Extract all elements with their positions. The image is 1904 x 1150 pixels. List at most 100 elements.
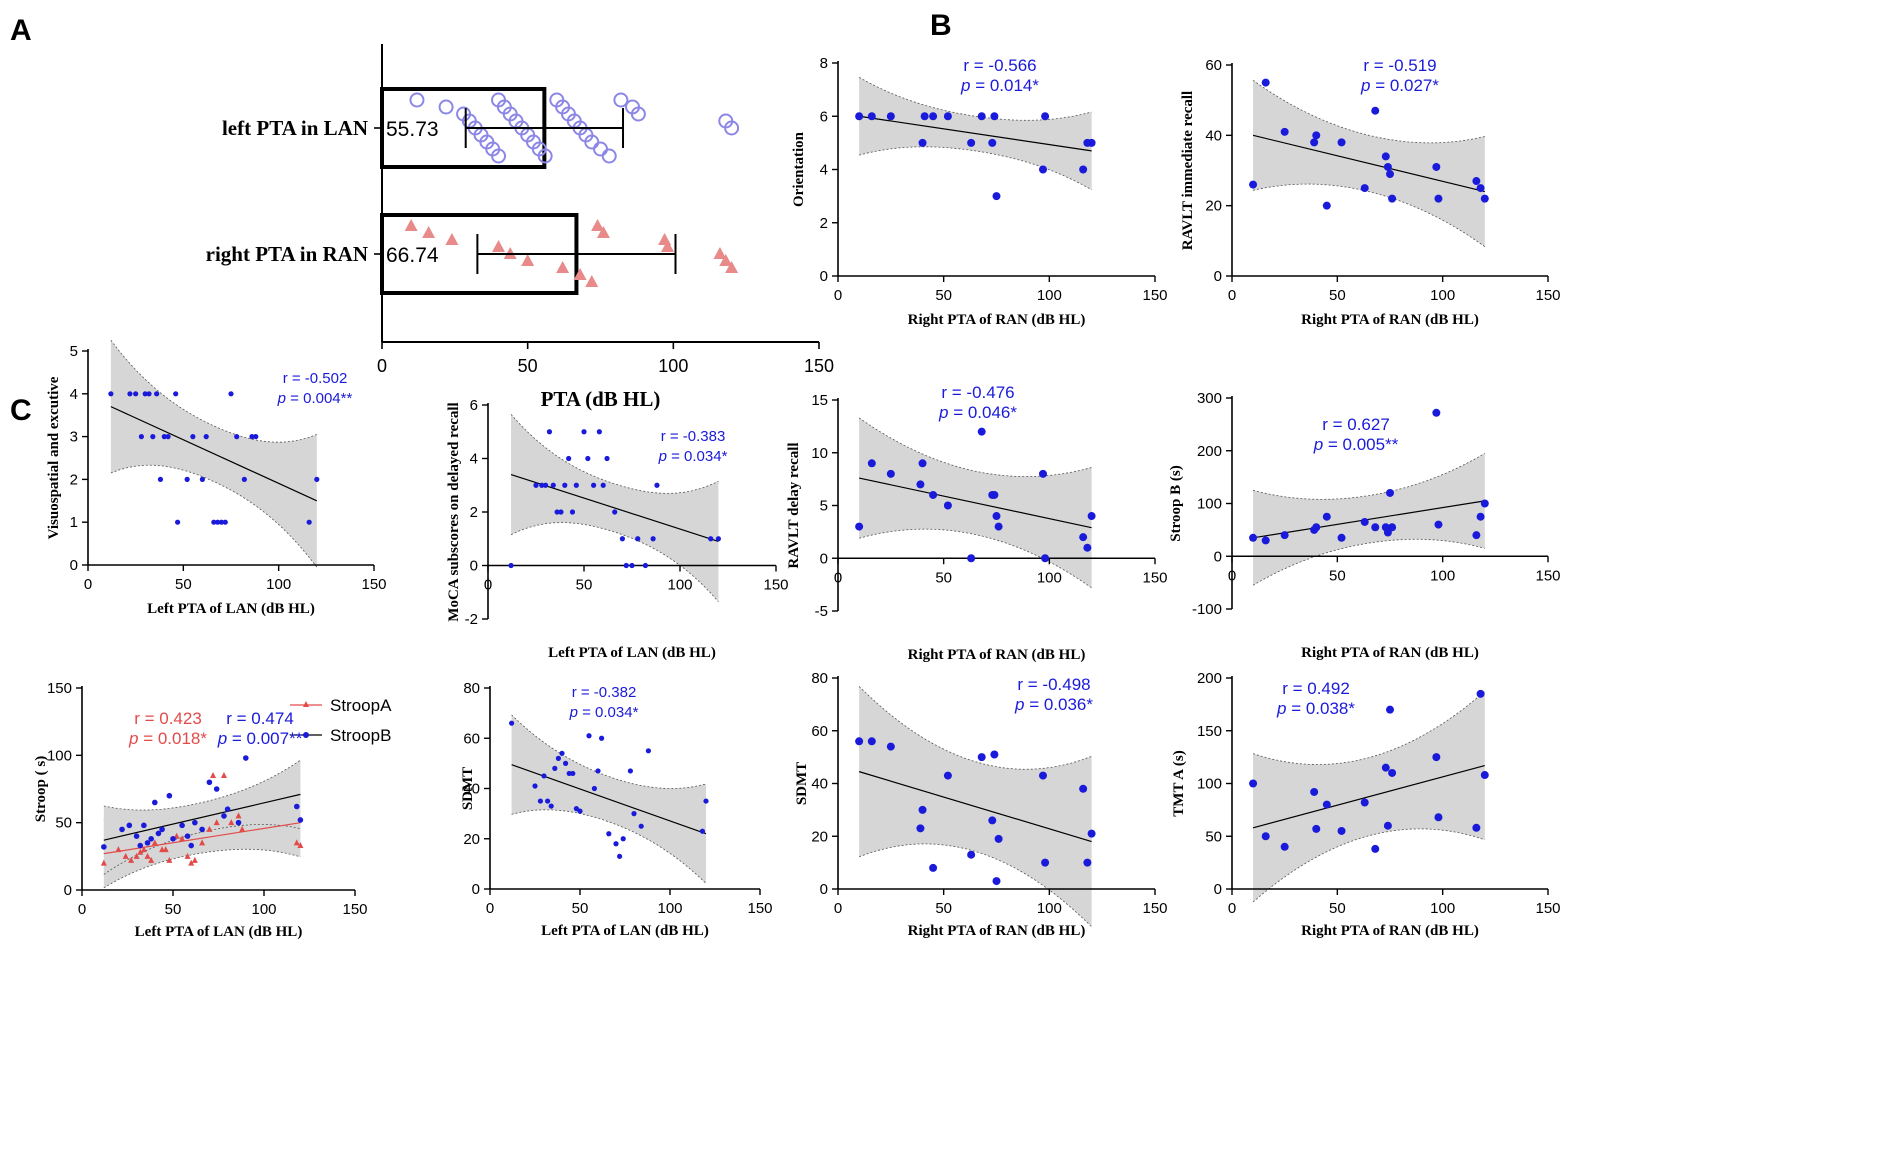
- data-point: [552, 765, 558, 772]
- band-lower-edge: [1252, 828, 1485, 903]
- data-point: [627, 768, 634, 774]
- x-tick-label: 150: [1535, 900, 1560, 917]
- y-axis-title: Stroop ( s): [33, 756, 49, 822]
- data-point: [1312, 523, 1321, 532]
- data-point-stroopb: [148, 836, 154, 842]
- data-point: [855, 737, 864, 746]
- x-tick-label: 100: [1430, 900, 1455, 917]
- stat-r: r = 0.492: [1282, 679, 1350, 698]
- stat-r: r = -0.383: [661, 428, 726, 445]
- x-tick-label: 0: [1228, 567, 1236, 584]
- data-point: [943, 501, 952, 510]
- data-point-right: [719, 254, 733, 266]
- stat-r: r = 0.627: [1322, 415, 1390, 434]
- data-point: [563, 760, 569, 766]
- data-point-left: [491, 148, 507, 164]
- data-point: [543, 482, 549, 488]
- data-point-stroopb: [144, 840, 151, 846]
- legend-marker-stroopa: [303, 701, 309, 707]
- y-tick-label: 2: [70, 471, 78, 488]
- data-point: [886, 742, 895, 751]
- data-point-left: [630, 106, 646, 122]
- data-point: [1432, 408, 1441, 417]
- data-point: [108, 391, 114, 397]
- data-point: [918, 459, 927, 468]
- fit-line-stroopb: [103, 793, 301, 841]
- data-point: [157, 476, 164, 482]
- data-point: [249, 434, 255, 440]
- data-point: [920, 112, 929, 121]
- data-point-right: [585, 275, 599, 287]
- data-point: [559, 750, 565, 756]
- data-point-stroopb: [141, 822, 147, 829]
- data-point-stroopa: [293, 839, 300, 846]
- y-tick-label: 4: [70, 386, 78, 403]
- data-point-stroopb: [179, 822, 185, 829]
- data-point: [642, 562, 649, 569]
- data-point: [708, 536, 714, 542]
- legend-label-stroopa: StroopA: [330, 696, 392, 715]
- data-point: [1249, 779, 1258, 788]
- data-point-stroopb: [297, 817, 304, 823]
- data-point-stroopb: [152, 799, 158, 806]
- x-tick-label: 100: [667, 577, 692, 594]
- data-point: [1337, 533, 1346, 542]
- data-point: [703, 798, 709, 804]
- band-upper-edge: [510, 414, 719, 494]
- y-tick-label: 60: [811, 723, 828, 740]
- data-point: [994, 522, 1003, 531]
- stat-p-stroopa: p = 0.018*: [128, 729, 207, 748]
- data-point: [154, 391, 160, 397]
- y-tick-label: 20: [811, 828, 828, 845]
- data-point: [977, 753, 986, 762]
- data-point: [566, 770, 572, 777]
- fit-line: [110, 406, 318, 502]
- data-point-stroopb: [199, 826, 205, 833]
- data-point: [867, 737, 876, 746]
- x-axis-title: Right PTA of RAN (dB HL): [908, 923, 1086, 939]
- data-point: [988, 138, 997, 147]
- y-tick-label: 2: [820, 215, 828, 232]
- data-point: [1371, 523, 1380, 532]
- data-point: [1432, 162, 1441, 171]
- category-label: right PTA in RAN: [206, 242, 368, 266]
- x-tick-label: 0: [834, 900, 842, 917]
- x-tick-label: 150: [804, 356, 834, 376]
- data-point: [1312, 131, 1321, 140]
- chart-c1: 0 50 100 150 0 1 2 3 4 5 Left PTA of LAN (dB HL) Vi…: [46, 340, 387, 617]
- data-point-left: [537, 148, 553, 164]
- y-tick-label: 40: [811, 776, 828, 793]
- data-point-stroopb: [243, 755, 249, 761]
- data-point: [532, 783, 538, 789]
- data-point: [967, 850, 976, 859]
- data-point: [508, 562, 514, 569]
- data-point: [314, 476, 320, 482]
- data-point: [573, 482, 579, 488]
- band-lower-edge: [858, 843, 1092, 928]
- data-point: [638, 823, 644, 829]
- data-point: [591, 785, 598, 792]
- stat-p: p = 0.027*: [1360, 76, 1439, 95]
- data-point-left: [409, 92, 425, 108]
- data-point: [581, 429, 587, 435]
- stat-p: p = 0.036*: [1014, 695, 1093, 714]
- panel-label-a: A: [10, 14, 32, 47]
- data-point: [165, 434, 171, 440]
- data-point: [533, 482, 539, 488]
- data-point: [570, 770, 576, 777]
- x-tick-label: 150: [1142, 287, 1167, 304]
- fit-line-stroopa: [103, 822, 301, 855]
- data-point-right: [591, 219, 605, 231]
- band-lower-edge: [1252, 538, 1485, 586]
- data-point-right: [725, 261, 739, 273]
- data-point: [629, 562, 635, 569]
- x-tick-label: 150: [361, 576, 386, 593]
- y-tick-label: 60: [463, 730, 480, 747]
- chart-c4: 0 50 100 150 -100 0 100 200 300 Right PTA of RAN …: [1168, 390, 1561, 661]
- x-axis-title: Right PTA of RAN (dB HL): [1301, 645, 1479, 661]
- data-point-stroopa: [148, 856, 155, 863]
- x-tick-label: 150: [1142, 900, 1167, 917]
- data-point-right: [596, 226, 610, 238]
- data-point-stroopa: [162, 846, 169, 853]
